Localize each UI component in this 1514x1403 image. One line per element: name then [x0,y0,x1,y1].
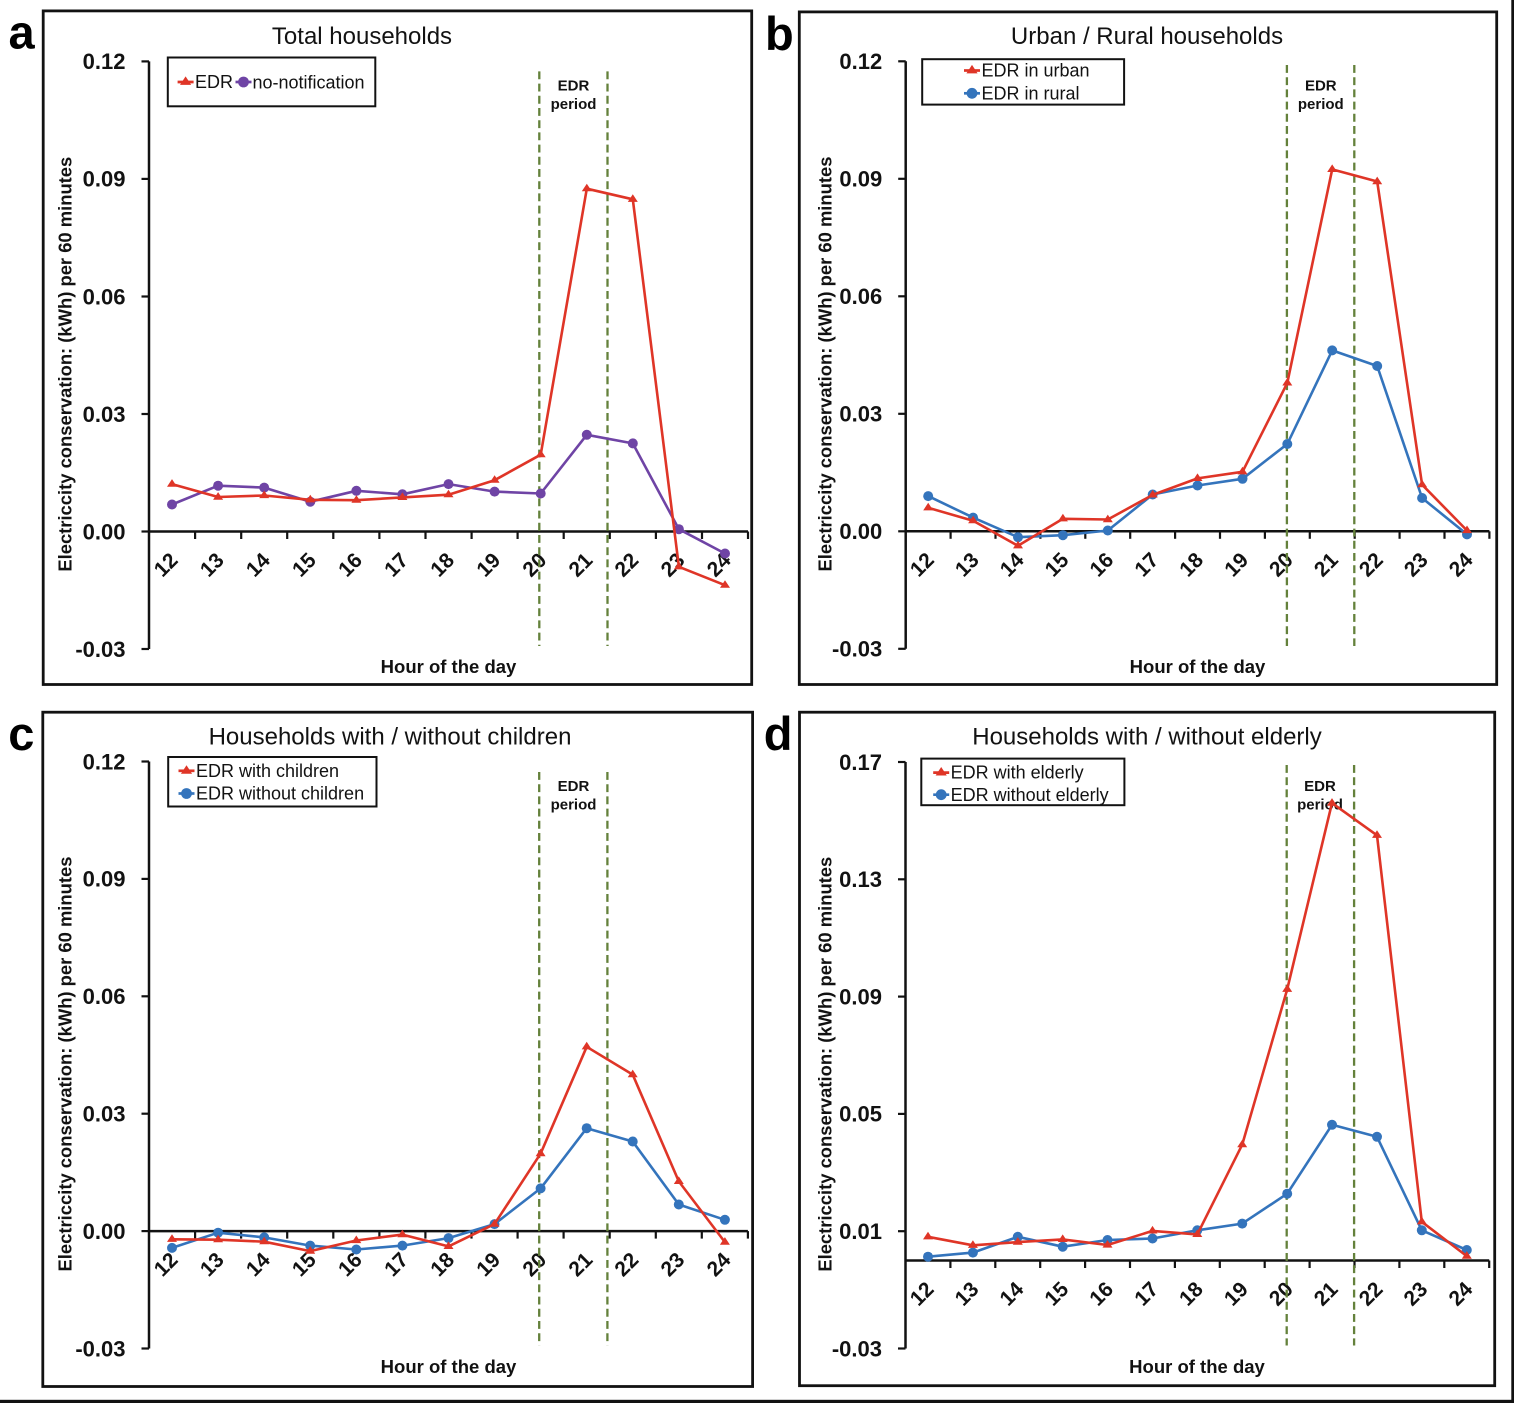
svg-text:b: b [765,7,794,60]
svg-text:Hour of the day: Hour of the day [1129,1356,1265,1377]
svg-text:Households with / without elde: Households with / without elderly [972,724,1322,751]
svg-text:0.01: 0.01 [839,1219,882,1244]
svg-text:Hour of the day: Hour of the day [381,1356,517,1377]
svg-text:EDR without children: EDR without children [196,784,364,804]
svg-text:0.09: 0.09 [83,867,126,892]
svg-text:-0.03: -0.03 [75,637,125,662]
svg-text:c: c [8,707,34,760]
svg-text:Hour of the day: Hour of the day [381,656,517,677]
svg-text:0.00: 0.00 [83,1219,126,1244]
svg-text:0.06: 0.06 [83,984,126,1009]
svg-text:-0.03: -0.03 [832,1336,882,1361]
svg-text:0.17: 0.17 [839,750,882,775]
svg-text:0.12: 0.12 [83,749,126,774]
svg-text:-0.03: -0.03 [832,637,882,662]
svg-text:EDR: EDR [558,778,590,795]
svg-text:Households with / without chil: Households with / without children [209,724,572,751]
svg-text:0.06: 0.06 [83,284,126,309]
svg-text:0.00: 0.00 [839,519,882,544]
svg-text:Urban / Rural households: Urban / Rural households [1011,23,1283,50]
svg-text:Hour of the day: Hour of the day [1130,656,1266,677]
svg-text:EDR: EDR [558,78,590,95]
svg-text:EDR: EDR [1305,78,1337,95]
svg-text:0.12: 0.12 [839,49,882,74]
svg-text:0.09: 0.09 [83,167,126,192]
svg-text:EDR: EDR [1304,778,1336,795]
svg-text:0.09: 0.09 [839,167,882,192]
svg-text:0.06: 0.06 [839,284,882,309]
svg-text:Total households: Total households [272,23,452,50]
svg-text:Electriccity conservation: (kW: Electriccity conservation: (kWh) per 60 … [55,157,76,572]
svg-text:Electriccity conservation: (kW: Electriccity conservation: (kWh) per 60 … [815,157,836,572]
svg-text:0.12: 0.12 [83,49,126,74]
svg-text:-0.03: -0.03 [75,1336,125,1361]
svg-text:0.03: 0.03 [83,402,126,427]
svg-text:EDR with elderly: EDR with elderly [951,763,1084,783]
svg-text:0.03: 0.03 [83,1102,126,1127]
svg-text:period: period [551,797,597,814]
svg-text:EDR in rural: EDR in rural [982,83,1080,103]
svg-text:0.09: 0.09 [839,984,882,1009]
svg-text:0.13: 0.13 [839,867,882,892]
svg-text:period: period [551,96,597,113]
svg-text:period: period [1298,96,1344,113]
svg-text:0.00: 0.00 [83,519,126,544]
svg-text:Electriccity conservation: (kW: Electriccity conservation: (kWh) per 60 … [815,857,836,1272]
svg-text:d: d [764,707,793,760]
svg-text:0.05: 0.05 [839,1102,882,1127]
svg-text:0.03: 0.03 [839,402,882,427]
svg-text:no-notification: no-notification [253,72,365,92]
svg-text:EDR without elderly: EDR without elderly [951,785,1109,805]
svg-text:Electriccity conservation: (kW: Electriccity conservation: (kWh) per 60 … [55,857,76,1272]
svg-text:EDR: EDR [195,72,233,92]
svg-text:EDR with children: EDR with children [196,761,339,781]
svg-text:EDR in urban: EDR in urban [982,61,1090,81]
svg-text:a: a [9,5,36,58]
